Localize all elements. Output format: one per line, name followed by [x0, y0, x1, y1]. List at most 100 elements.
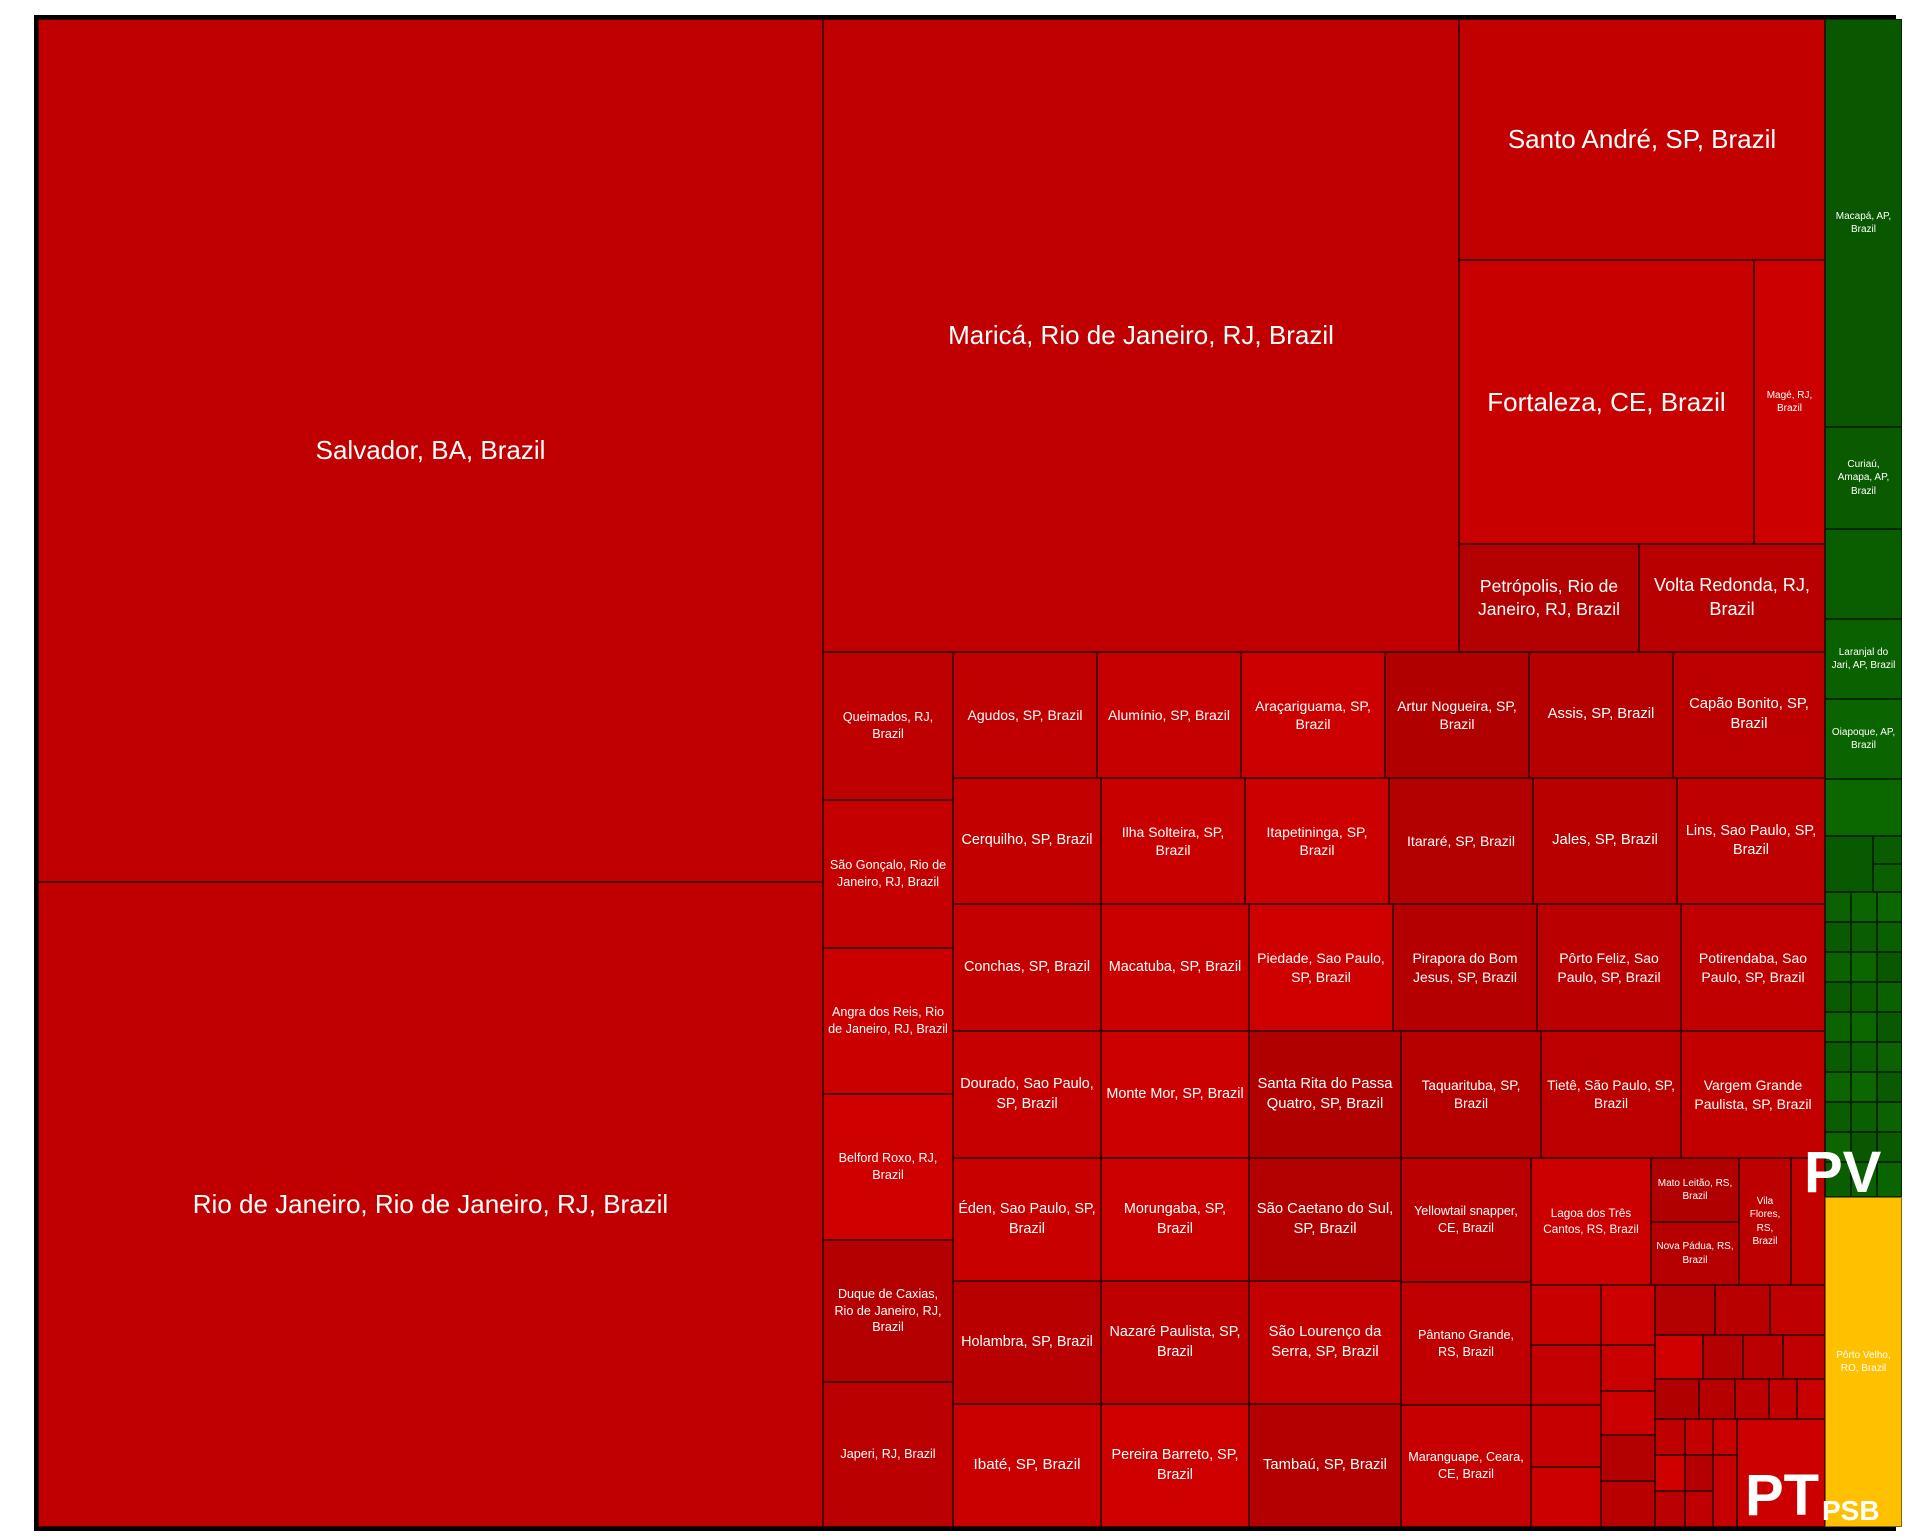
- tile-pv-5: [1825, 779, 1902, 836]
- tile-label: Yellowtail snapper, CE, Brazil: [1414, 1204, 1518, 1235]
- tile-pirapora-do-bom-jesus-sp-brazil: Pirapora do Bom Jesus, SP, Brazil: [1393, 904, 1537, 1031]
- tile-label: Rio de Janeiro, Rio de Janeiro, RJ, Braz…: [192, 1189, 669, 1220]
- tile-ilha-solteira-sp-brazil: Ilha Solteira, SP, Brazil: [1101, 778, 1245, 904]
- tile-label: Lins, Sao Paulo, SP, Brazil: [1685, 822, 1817, 858]
- tile-rio-de-janeiro-rio-de-janeiro-rj-brazil: Rio de Janeiro, Rio de Janeiro, RJ, Braz…: [38, 882, 823, 1527]
- group-label-psb: PSB: [1822, 1495, 1880, 1526]
- tile-mage-rj-brazil: Magé, RJ, Brazil: [1754, 260, 1825, 544]
- tile-santo-andre-sp-brazil: Santo André, SP, Brazil: [1459, 19, 1825, 260]
- tile-pt-64: [1743, 1335, 1783, 1379]
- tile-pereira-barreto-sp-brazil: Pereira Barreto, SP, Brazil: [1101, 1404, 1249, 1527]
- tile-label: Maranguape, Ceara, CE, Brazil: [1408, 1450, 1524, 1481]
- tile-pv-14: [1877, 922, 1902, 952]
- tile-pt-72: [1797, 1379, 1825, 1419]
- tile-pv-36: [1825, 1162, 1851, 1197]
- tile-pt-56: [1601, 1285, 1655, 1345]
- tile-santa-rita-do-passa-quatro-sp-brazil: Santa Rita do Passa Quatro, SP, Brazil: [1249, 1031, 1401, 1158]
- tile-pt-82: [1685, 1491, 1713, 1527]
- tile-label: Itapetininga, SP, Brazil: [1266, 823, 1368, 858]
- tile-label: São Gonçalo, Rio de Janeiro, RJ, Brazil: [829, 858, 947, 889]
- tile-curiau-amapa-ap-brazil: Curiaú, Amapa, AP, Brazil: [1825, 427, 1902, 529]
- tile-pv-17: [1877, 952, 1902, 982]
- tile-pv-21: [1825, 1012, 1851, 1042]
- tile-agudos-sp-brazil: Agudos, SP, Brazil: [953, 652, 1097, 778]
- tile-pt-54: [1791, 1158, 1825, 1285]
- tile-pv-11: [1877, 892, 1902, 922]
- tile-pt-70: [1735, 1379, 1769, 1419]
- tile-label: Pirapora do Bom Jesus, SP, Brazil: [1412, 950, 1518, 985]
- tile-label: Capão Bonito, SP, Brazil: [1689, 696, 1809, 732]
- tile-pt-65: [1783, 1335, 1825, 1379]
- tile-label: Curiaú, Amapa, AP, Brazil: [1837, 459, 1890, 497]
- tile-pv-20: [1877, 982, 1902, 1012]
- tile-pt-66: [1531, 1405, 1601, 1467]
- tile-itapetininga-sp-brazil: Itapetininga, SP, Brazil: [1245, 778, 1389, 904]
- tile-label: Duque de Caxias, Rio de Janeiro, RJ, Bra…: [834, 1287, 942, 1335]
- tile-japeri-rj-brazil: Japeri, RJ, Brazil: [823, 1382, 953, 1527]
- tile-label: Pôrto Velho, RO, Brazil: [1836, 1349, 1891, 1374]
- tile-label: Conchas, SP, Brazil: [963, 958, 1091, 975]
- tile-label: Potirendaba, Sao Paulo, SP, Brazil: [1698, 950, 1808, 985]
- tile-cerquilho-sp-brazil: Cerquilho, SP, Brazil: [953, 778, 1101, 904]
- tile-nazare-paulista-sp-brazil: Nazaré Paulista, SP, Brazil: [1101, 1281, 1249, 1404]
- tile-pt-79: [1655, 1455, 1685, 1491]
- tile-potirendaba-sao-paulo-sp-brazil: Potirendaba, Sao Paulo, SP, Brazil: [1681, 904, 1825, 1031]
- tile-laranjal-do-jari-ap-brazil: Laranjal do Jari, AP, Brazil: [1825, 619, 1902, 699]
- tile-label: Monte Mor, SP, Brazil: [1106, 1085, 1244, 1102]
- tile-pv-9: [1825, 892, 1851, 922]
- tile-dourado-sao-paulo-sp-brazil: Dourado, Sao Paulo, SP, Brazil: [953, 1031, 1101, 1158]
- tile-itarare-sp-brazil: Itararé, SP, Brazil: [1389, 778, 1533, 904]
- tile-label: Holambra, SP, Brazil: [961, 1333, 1093, 1350]
- tile-label: Ibaté, SP, Brazil: [973, 1456, 1081, 1474]
- tile-label: Alumínio, SP, Brazil: [1108, 706, 1230, 723]
- tile-label: Lagoa dos Três Cantos, RS, Brazil: [1543, 1207, 1639, 1236]
- tile-vila-flores-rs-brazil: Vila Flores, RS, Brazil: [1739, 1158, 1791, 1285]
- tile-pt-55: [1531, 1285, 1601, 1345]
- tile-label: Araçariguama, SP, Brazil: [1255, 697, 1371, 732]
- tile-pv-6: [1825, 836, 1873, 892]
- tile-label: Pereira Barreto, SP, Brazil: [1111, 1447, 1239, 1483]
- tile-label: Mato Leitão, RS, Brazil: [1657, 1177, 1733, 1202]
- tile-pv-34: [1851, 1132, 1877, 1162]
- tile-label: Macatuba, SP, Brazil: [1108, 958, 1242, 975]
- tile-capao-bonito-sp-brazil: Capão Bonito, SP, Brazil: [1673, 652, 1825, 778]
- tile-marica-rio-de-janeiro-rj-brazil: Maricá, Rio de Janeiro, RJ, Brazil: [823, 19, 1459, 652]
- tile-label: Agudos, SP, Brazil: [967, 706, 1083, 723]
- tile-pv-25: [1851, 1042, 1877, 1072]
- tile-oiapoque-ap-brazil: Oiapoque, AP, Brazil: [1825, 699, 1902, 779]
- group-label-pt: PT: [1745, 1463, 1820, 1528]
- tile-label: Maricá, Rio de Janeiro, RJ, Brazil: [948, 320, 1334, 351]
- tile-duque-de-caxias-rio-de-janeiro-rj-brazil: Duque de Caxias, Rio de Janeiro, RJ, Bra…: [823, 1240, 953, 1382]
- tile-eden-sao-paulo-sp-brazil: Éden, Sao Paulo, SP, Brazil: [953, 1158, 1101, 1281]
- tile-label: Éden, Sao Paulo, SP, Brazil: [958, 1201, 1096, 1237]
- tile-pv-10: [1851, 892, 1877, 922]
- tile-pt-68: [1655, 1379, 1699, 1419]
- tile-pt-67: [1601, 1391, 1655, 1435]
- tile-label: Vila Flores, RS, Brazil: [1749, 1196, 1781, 1247]
- tile-pv-7: [1873, 836, 1902, 864]
- tile-sao-lourenco-da-serra-sp-brazil: São Lourenço da Serra, SP, Brazil: [1249, 1281, 1401, 1404]
- tile-pt-69: [1699, 1379, 1735, 1419]
- tile-tiete-sao-paulo-sp-brazil: Tietê, São Paulo, SP, Brazil: [1541, 1031, 1681, 1158]
- tile-pt-62: [1655, 1335, 1703, 1379]
- tile-aluminio-sp-brazil: Alumínio, SP, Brazil: [1097, 652, 1241, 778]
- tile-lins-sao-paulo-sp-brazil: Lins, Sao Paulo, SP, Brazil: [1677, 778, 1825, 904]
- tile-aracariguama-sp-brazil: Araçariguama, SP, Brazil: [1241, 652, 1385, 778]
- tile-label: Artur Nogueira, SP, Brazil: [1397, 697, 1517, 732]
- tile-pv-31: [1851, 1102, 1877, 1132]
- tile-label: Pôrto Feliz, Sao Paulo, SP, Brazil: [1557, 950, 1661, 985]
- tile-pv-33: [1825, 1132, 1851, 1162]
- tile-maranguape-ceara-ce-brazil: Maranguape, Ceara, CE, Brazil: [1401, 1405, 1531, 1527]
- tile-pt-76: [1655, 1419, 1685, 1455]
- tile-label: Tietê, São Paulo, SP, Brazil: [1547, 1077, 1675, 1111]
- tile-yellowtail-snapper-ce-brazil: Yellowtail snapper, CE, Brazil: [1401, 1158, 1531, 1282]
- tile-pv-19: [1851, 982, 1877, 1012]
- tile-pv-27: [1825, 1072, 1851, 1102]
- tile-label: Belford Roxo, RJ, Brazil: [838, 1151, 938, 1182]
- tile-pv-29: [1877, 1072, 1902, 1102]
- tile-label: Santo André, SP, Brazil: [1507, 124, 1777, 155]
- tile-pt-71: [1769, 1379, 1797, 1419]
- tile-angra-dos-reis-rio-de-janeiro-rj-brazil: Angra dos Reis, Rio de Janeiro, RJ, Braz…: [823, 948, 953, 1094]
- tile-pv-2: [1825, 529, 1902, 619]
- tile-label: Angra dos Reis, Rio de Janeiro, RJ, Braz…: [828, 1005, 948, 1036]
